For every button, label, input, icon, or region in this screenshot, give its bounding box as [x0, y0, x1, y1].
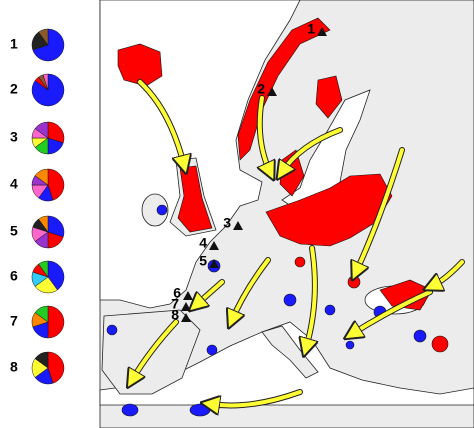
site-label: 1 [307, 21, 315, 37]
pie-slice [47, 260, 65, 291]
site-marker [181, 302, 191, 311]
iceland [117, 43, 163, 87]
red-spot [431, 335, 449, 353]
arrow [210, 390, 302, 406]
blue-spot [413, 329, 427, 343]
arrow [132, 320, 178, 380]
arrow [196, 280, 224, 305]
pie-slice [47, 121, 65, 144]
migration-arrows [132, 79, 465, 406]
pie-label: 3 [10, 129, 18, 145]
blue-spot [121, 403, 139, 417]
pie-label: 4 [10, 176, 18, 192]
mediterranean [99, 321, 474, 406]
red-spot [294, 256, 306, 268]
pie-slice [38, 260, 49, 278]
pie-slice [47, 351, 65, 384]
pie-label: 8 [10, 359, 18, 375]
blue-spot [345, 340, 355, 350]
pie-slice [47, 215, 65, 238]
site-marker [209, 259, 219, 268]
arrow [282, 128, 342, 172]
pie-label: 5 [10, 223, 18, 239]
pie-slice [38, 215, 49, 233]
site-label: 7 [171, 296, 179, 312]
arrow [356, 148, 404, 272]
pie-label: 1 [10, 36, 18, 52]
pie-label: 2 [10, 81, 18, 97]
site-label: 8 [171, 307, 179, 323]
pie-slice [34, 351, 49, 369]
site-marker [317, 27, 327, 36]
arrow [232, 258, 270, 320]
site-marker [209, 241, 219, 250]
pie-slice [47, 168, 65, 201]
arrow [432, 260, 464, 286]
map [99, 0, 474, 428]
pie-label: 7 [10, 313, 18, 329]
legend: 1 2 3 4 5 6 7 8 [10, 28, 65, 385]
blue-spot [206, 344, 218, 356]
site-label: 4 [199, 235, 207, 251]
pie-slice [38, 28, 49, 46]
site-label: 3 [223, 215, 231, 231]
site-label: 5 [199, 253, 207, 269]
ireland [141, 193, 169, 227]
pie-slice [47, 305, 65, 339]
blue-spot [324, 304, 336, 316]
blue-spot [283, 293, 297, 307]
blue-spot [189, 403, 211, 417]
pie-slice [34, 305, 49, 323]
finland [315, 75, 343, 119]
east-red [379, 279, 433, 311]
pie-slice [42, 73, 49, 91]
site-marker [181, 313, 191, 322]
pie-slice [32, 28, 65, 62]
site-label: 6 [173, 285, 181, 301]
arrow [306, 246, 315, 348]
red-spot [347, 275, 361, 289]
italy [261, 325, 319, 379]
arrow [260, 96, 270, 172]
blue-spot [106, 324, 118, 336]
site-marker [233, 221, 243, 230]
arrow [138, 80, 184, 165]
arrow [352, 290, 432, 334]
sites: 1 2 34 5 678 [171, 21, 327, 323]
pie-slice [34, 168, 49, 186]
britain-red [177, 165, 213, 233]
blue-spot [156, 204, 168, 216]
pie-slice [34, 121, 49, 139]
site-marker [183, 291, 193, 300]
pie-label: 6 [10, 268, 18, 284]
site-marker [267, 87, 277, 96]
site-label: 2 [257, 81, 265, 97]
